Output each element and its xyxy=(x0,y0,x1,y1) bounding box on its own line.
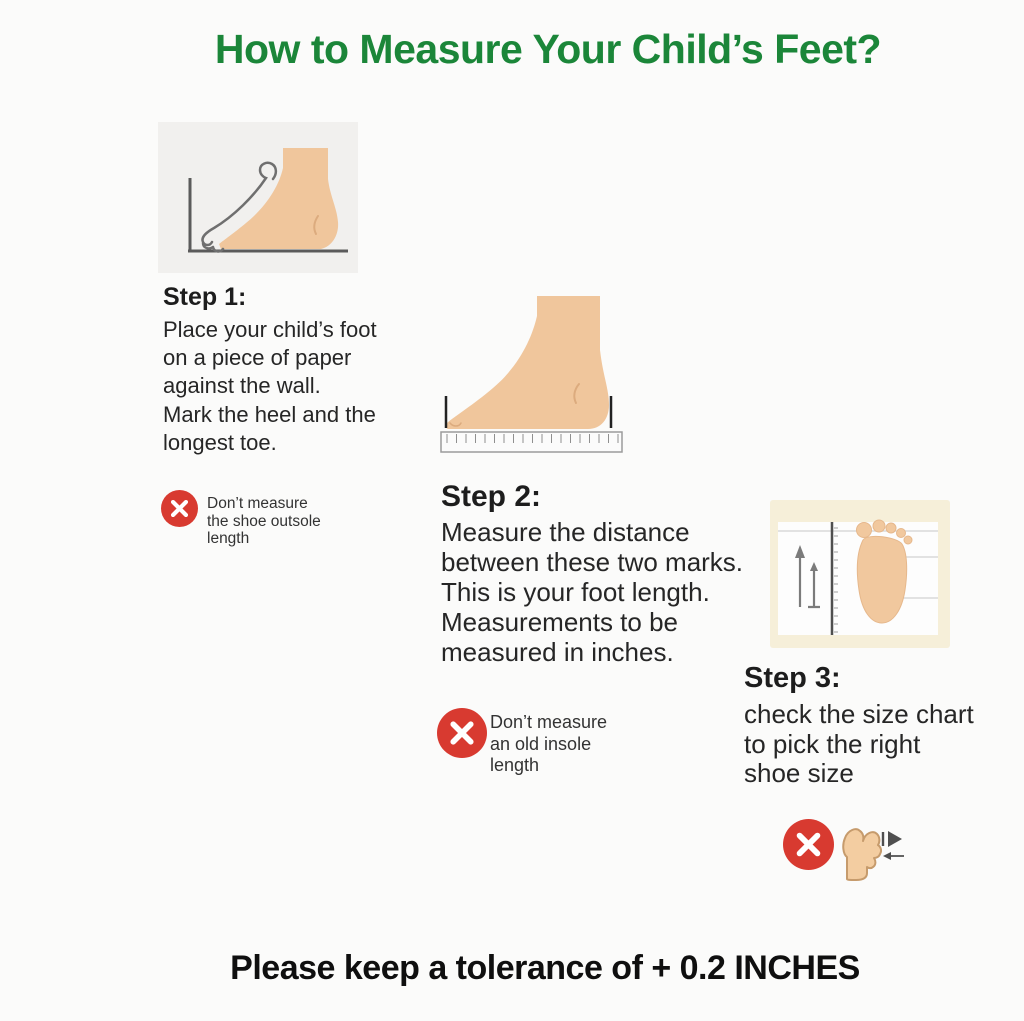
step3-illustration-card xyxy=(770,500,950,648)
text-line: This is your foot length. xyxy=(441,577,710,607)
ankle-crease-line xyxy=(573,383,580,404)
step3-heading: Step 3: xyxy=(744,662,841,694)
foot-on-ruler-illustration xyxy=(440,296,623,453)
traced-outline-pencil-line xyxy=(201,161,278,253)
heel-and-toe-marks xyxy=(444,396,613,428)
text-line: Place your child’s foot xyxy=(163,317,377,342)
step1-illustration-card xyxy=(158,122,358,273)
dont-icon xyxy=(437,708,487,758)
step1-paragraph-1: Place your child’s foot on a piece of pa… xyxy=(163,316,377,400)
arrow-head-icon xyxy=(795,545,805,558)
text-line: between these two marks. xyxy=(441,547,744,577)
step1-heading: Step 1: xyxy=(163,283,247,311)
step1-warning-text: Don’t measure the shoe outsole length xyxy=(207,495,321,548)
text-line: shoe size xyxy=(744,758,854,788)
dont-icon xyxy=(783,819,834,870)
x-mark-icon xyxy=(437,708,487,758)
text-line: Don’t measure xyxy=(207,495,308,512)
tolerance-note: Please keep a tolerance of + 0.2 INCHES xyxy=(230,949,860,987)
x-mark-icon xyxy=(161,490,198,527)
measure-pin xyxy=(808,570,820,609)
text-line: Measurements to be xyxy=(441,607,679,637)
no-extra-space-arrows-icon xyxy=(881,829,907,863)
text-line: longest toe. xyxy=(163,430,277,455)
dont-icon xyxy=(161,490,198,527)
text-line: against the wall. xyxy=(163,373,321,398)
text-line: Mark the heel and the xyxy=(163,402,376,427)
text-line: length xyxy=(207,530,250,548)
step1-paragraph-2: Mark the heel and the longest toe. xyxy=(163,401,376,457)
ankle-crease-line xyxy=(313,215,319,235)
step2-paragraph: Measure the distance between these two m… xyxy=(441,517,743,667)
text-line: check the size chart xyxy=(744,699,974,729)
ruler xyxy=(440,431,623,453)
page-title: How to Measure Your Child’s Feet? xyxy=(214,26,882,72)
text-line: length xyxy=(490,755,540,775)
toe-line xyxy=(449,422,462,427)
foot-against-wall-illustration xyxy=(158,122,358,273)
toes-front-icon xyxy=(840,823,883,881)
foot-toes-icon xyxy=(842,828,883,881)
text-line: to pick the right xyxy=(744,728,921,759)
arrow-head-icon xyxy=(810,562,818,571)
step2-warning-text: Don’t measure an old insole length xyxy=(490,712,607,777)
step3-paragraph: check the size chart to pick the right s… xyxy=(744,699,974,789)
text-line: an old insole xyxy=(490,733,592,754)
scale-ticks xyxy=(834,527,838,633)
foot-side-shape xyxy=(219,148,339,249)
step2-heading: Step 2: xyxy=(441,480,542,513)
x-mark-icon xyxy=(783,819,834,870)
ruler-ticks xyxy=(446,434,619,443)
size-chart-illustration xyxy=(770,500,950,648)
gap-arrows-icon xyxy=(881,831,904,860)
text-line: on a piece of paper xyxy=(163,345,352,370)
text-line: Measure the distance xyxy=(441,517,690,547)
foot-side-shape xyxy=(445,296,609,429)
text-line: measured in inches. xyxy=(441,637,674,667)
step2-illustration xyxy=(433,288,628,456)
text-line: the shoe outsole xyxy=(207,512,321,530)
text-line: Don’t measure xyxy=(490,712,608,732)
footprint-shape xyxy=(856,519,913,624)
